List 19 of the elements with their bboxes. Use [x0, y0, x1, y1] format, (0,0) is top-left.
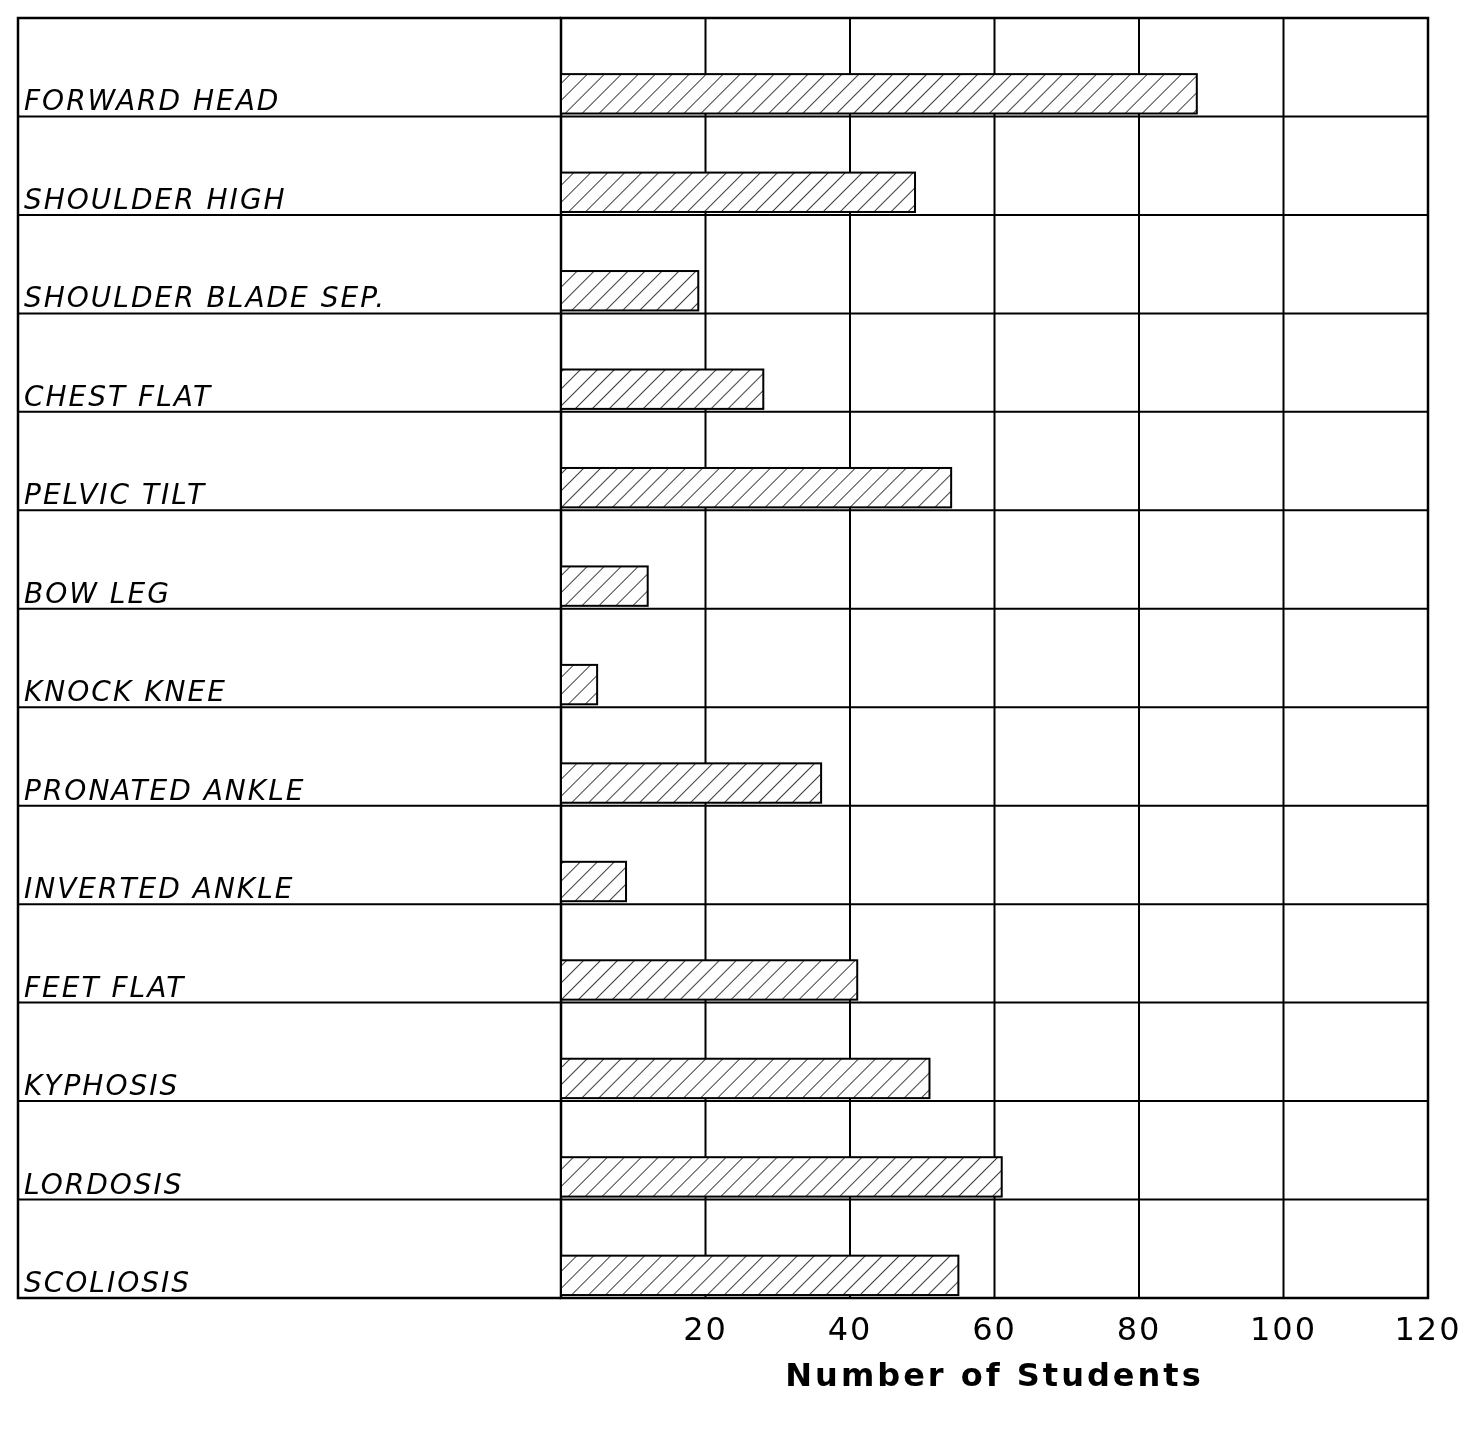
x-tick-label: 100 — [1249, 1310, 1318, 1348]
y-tick-label: BOW LEG — [24, 576, 171, 610]
y-tick-label: PRONATED ANKLE — [24, 773, 306, 807]
y-tick-label: FEET FLAT — [24, 970, 186, 1004]
x-tick-label: 40 — [827, 1310, 873, 1348]
y-tick-label: KNOCK KNEE — [24, 675, 227, 709]
y-tick-label: CHEST FLAT — [24, 379, 212, 413]
x-tick-label: 80 — [1116, 1310, 1162, 1348]
x-axis-title: Number of Students — [785, 1356, 1204, 1394]
y-tick-label: KYPHOSIS — [24, 1069, 180, 1103]
y-tick-label: FORWARD HEAD — [24, 84, 281, 118]
x-tick-label: 20 — [683, 1310, 728, 1348]
y-tick-label: SHOULDER BLADE SEP. — [24, 281, 387, 315]
y-tick-label: INVERTED ANKLE — [24, 872, 295, 906]
y-tick-label: PELVIC TILT — [24, 478, 207, 512]
y-tick-label: SHOULDER HIGH — [24, 182, 287, 216]
y-tick-label: LORDOSIS — [24, 1167, 184, 1201]
y-tick-label: SCOLIOSIS — [24, 1266, 192, 1299]
x-tick-label: 60 — [972, 1310, 1017, 1348]
